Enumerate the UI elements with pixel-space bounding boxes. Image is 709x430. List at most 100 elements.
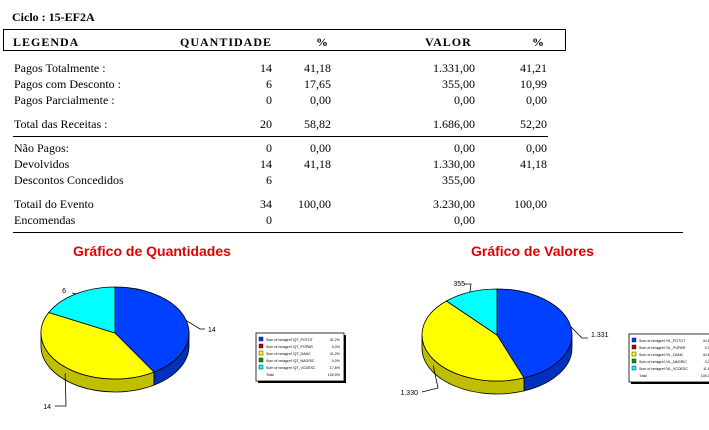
legend-swatch [631,358,637,364]
row-value-percent: 41,18 [520,157,547,171]
pie-slice [40,312,155,380]
row-label: Pagos com Desconto : [14,77,121,91]
row-label: Pagos Totalmente : [14,61,106,75]
legend-entry-value: 41,2% [330,352,341,356]
row-quantity: 0 [266,213,272,227]
legend-swatch [258,357,264,363]
row-value: 3.230,00 [433,197,475,211]
legend-entry-value: 44,1% [703,353,709,357]
legend-swatch [258,343,264,349]
legend-entry-label: Sum of nmagref /VL_VCDESC [639,367,688,371]
pie-leader-line [55,373,67,407]
row-quantity: 0 [266,141,272,155]
row-percent: 41,18 [304,61,331,75]
pie-slice [496,288,573,379]
legend-entry-value: 0,0% [332,345,341,349]
row-value: 1.686,00 [433,117,475,131]
legend-entry-value: 0,0% [705,346,709,350]
legend-swatch [631,365,637,371]
row-label: Totail do Evento [14,197,94,211]
legend-total-value: 100,0% [701,374,709,378]
chart-title-quantities: Gráfico de Quantidades [73,243,231,259]
legend-entry-value: 44,1% [703,339,709,343]
pie-leader-line [570,326,588,339]
pie-slice [114,286,190,373]
pie-legend: Sum of nmagref /VL_PGTOT 44,1% Sum of nmag… [628,333,709,384]
legend-total-label: Total [639,374,647,378]
legend-entry-value: 17,6% [330,366,341,370]
legend-entry-value: 11,8% [703,367,709,371]
row-percent: 0,00 [310,141,331,155]
legend-swatch [631,344,637,350]
legend-swatch [258,350,264,356]
row-value-percent: 52,20 [520,117,547,131]
divider-receitas [13,136,548,137]
legend-entry-label: Sum of nmagref /QT_PGPAR [266,345,313,349]
row-label: Pagos Parcialmente : [14,93,115,107]
row-label: Total das Receitas : [14,117,108,131]
values-pie-chart: 1.331 1.330 355 Sum of nmagref /VL_PGTOT 44,… [400,281,709,397]
row-percent: 100,00 [298,197,331,211]
row-value: 0,00 [454,93,475,107]
header-percent-qty: % [316,35,329,49]
row-percent: 41,18 [304,157,331,171]
row-percent: 17,65 [304,77,331,91]
legend-entry-value: 0,0% [332,359,341,363]
row-value-percent: 10,99 [520,77,547,91]
row-quantity: 6 [266,173,272,187]
row-value: 0,00 [454,141,475,155]
pie-legend: Sum of nmagref /QT_PGTOT 41,2% Sum of nmag… [255,332,346,383]
legend-entry-label: Sum of nmagref /QT_NAGRIC [266,359,315,363]
pie-slice [445,288,498,336]
row-quantity: 0 [266,93,272,107]
row-value-percent: 0,00 [526,141,547,155]
pie-leader-line [71,292,77,295]
row-label: Descontos Concedidos [14,173,124,187]
legend-swatch [258,336,264,342]
header-value: VALOR [425,35,472,49]
row-percent: 0,00 [310,93,331,107]
pie-leader-line [464,283,472,293]
pie-leader-line [185,320,205,330]
divider-bottom [13,232,683,233]
legend-entry-label: Sum of nmagref /VL_PGPAR [639,346,686,350]
pie-data-label: 1.331 [591,332,609,339]
legend-entry-value: 0,0% [705,360,709,364]
legend-entry-value: 41,2% [330,338,341,342]
row-value: 1.330,00 [433,157,475,171]
legend-entry-label: Sum of nmagref /QT_PGTOT [266,338,314,342]
row-label: Não Pagos: [14,141,69,155]
row-quantity: 34 [260,197,272,211]
row-percent: 58,82 [304,117,331,131]
legend-total-value: 100,0% [328,373,341,377]
chart-title-values: Gráfico de Valores [471,243,594,259]
legend-entry-label: Sum of nmagref /VL_PGTOT [639,339,686,343]
pie-data-label: 14 [208,327,216,334]
legend-entry-label: Sum of nmagref /VL_DANC [639,353,684,357]
pie-data-label: 355 [453,281,465,288]
header-percent-value: % [532,35,545,49]
cycle-title: Ciclo : 15-EF2A [12,10,95,24]
pie-data-label: 1.330 [400,390,418,397]
header-legend: LEGENDA [13,35,80,49]
pie-data-label: 14 [43,404,51,411]
legend-entry-label: Sum of nmagref /QT_VCDESC [266,366,316,370]
row-value: 355,00 [442,173,475,187]
row-quantity: 6 [266,77,272,91]
legend-header-box [3,29,566,51]
header-quantity: QUANTIDADE [180,35,273,49]
legend-entry-label: Sum of nmagref /QT_DANC [266,352,311,356]
legend-swatch [631,351,637,357]
row-value-percent: 41,21 [520,61,547,75]
row-value-percent: 0,00 [526,93,547,107]
row-quantity: 14 [260,61,272,75]
pie-slice [421,300,525,382]
row-quantity: 14 [260,157,272,171]
row-value: 1.331,00 [433,61,475,75]
row-value: 0,00 [454,213,475,227]
pie-data-label: 6 [62,288,66,295]
pie-leader-line [421,365,439,393]
row-quantity: 20 [260,117,272,131]
legend-swatch [631,337,637,343]
